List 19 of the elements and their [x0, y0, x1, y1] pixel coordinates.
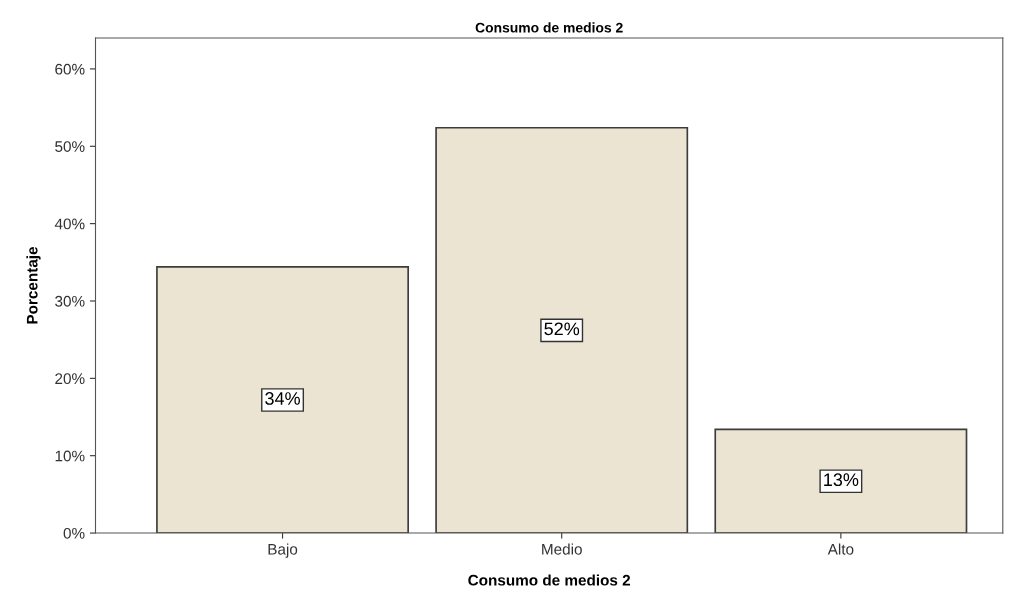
y-tick-label: 40%	[54, 218, 85, 230]
bar	[435, 126, 689, 534]
y-axis-title: Porcentaje	[26, 246, 41, 324]
x-tick-label: Bajo	[268, 543, 298, 558]
data-label: 13%	[824, 473, 859, 487]
x-tick-label: Alto	[827, 543, 854, 555]
y-tick-label: 0%	[63, 527, 85, 539]
data-label: 52%	[544, 322, 580, 336]
y-tick-label: 20%	[55, 373, 85, 385]
y-tick-label: 60%	[55, 63, 85, 75]
chart-title: Consumo de medios 2	[475, 22, 623, 33]
y-tick-label: 30%	[55, 295, 85, 307]
x-tick-label: Medio	[542, 543, 582, 555]
x-axis-title: Consumo de medios 2	[468, 574, 631, 586]
bar	[156, 266, 410, 534]
y-tick-label: 10%	[55, 450, 85, 462]
bar	[714, 428, 968, 534]
y-tick-label: 50%	[55, 141, 85, 152]
data-label: 34%	[265, 392, 300, 405]
